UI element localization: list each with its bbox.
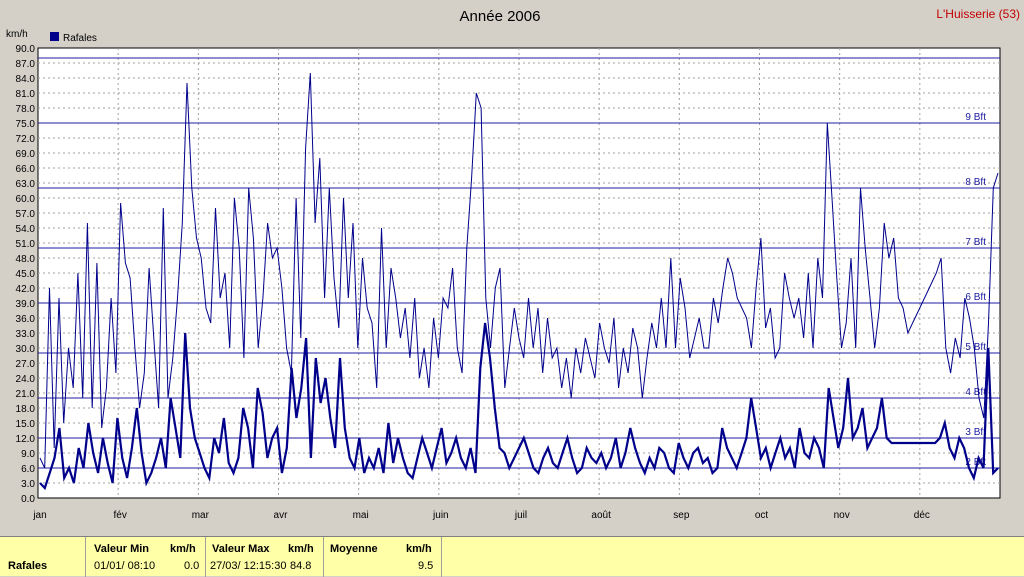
y-tick-label: 57.0 (16, 209, 36, 220)
x-tick-label: oct (755, 510, 769, 521)
max-date: 27/03/ 12:15:30 (210, 560, 287, 572)
y-axis-unit: km/h (6, 29, 28, 40)
x-tick-label: mai (353, 510, 369, 521)
gust-series-mean (39, 322, 999, 491)
y-tick-label: 27.0 (16, 359, 36, 370)
y-tick-label: 42.0 (16, 284, 36, 295)
y-tick-label: 24.0 (16, 374, 36, 385)
min-header: Valeur Min (94, 543, 150, 555)
min-cell: Valeur Min km/h 01/01/ 08:10 0.0 (86, 537, 206, 577)
y-tick-label: 36.0 (16, 314, 36, 325)
y-tick-label: 33.0 (16, 329, 36, 340)
y-tick-label: 75.0 (16, 119, 36, 130)
legend-swatch (50, 32, 59, 41)
min-unit: km/h (170, 543, 196, 555)
y-tick-label: 18.0 (16, 404, 36, 415)
x-tick-label: jan (32, 510, 46, 521)
y-tick-label: 66.0 (16, 164, 36, 175)
y-tick-label: 0.0 (21, 494, 35, 505)
y-tick-label: 9.0 (21, 449, 35, 460)
max-cell: Valeur Max km/h 27/03/ 12:15:30 84.8 (206, 537, 324, 577)
x-tick-label: mar (192, 510, 210, 521)
y-tick-label: 51.0 (16, 239, 36, 250)
gust-chart: Année 2006 L'Huisserie (53) km/h Rafales… (6, 7, 1021, 521)
max-header: Valeur Max (212, 543, 270, 555)
max-value: 84.8 (290, 560, 312, 572)
y-tick-label: 15.0 (16, 419, 36, 430)
y-tick-label: 87.0 (16, 59, 36, 70)
y-tick-label: 63.0 (16, 179, 36, 190)
beaufort-label: 9 Bft (965, 112, 986, 123)
avg-value: 9.5 (418, 560, 434, 572)
y-tick-label: 81.0 (16, 89, 36, 100)
y-tick-label: 78.0 (16, 104, 36, 115)
x-tick-label: déc (914, 510, 930, 521)
x-tick-label: juil (514, 510, 527, 521)
y-tick-label: 48.0 (16, 254, 36, 265)
beaufort-label: 2 Bft (965, 457, 986, 468)
beaufort-label: 7 Bft (965, 237, 986, 248)
x-tick-label: juin (432, 510, 449, 521)
y-tick-label: 84.0 (16, 74, 36, 85)
x-tick-label: août (591, 510, 611, 521)
y-tick-label: 45.0 (16, 269, 36, 280)
y-tick-label: 60.0 (16, 194, 36, 205)
y-tick-label: 69.0 (16, 149, 36, 160)
beaufort-label: 4 Bft (965, 387, 986, 398)
max-unit: km/h (288, 543, 314, 555)
avg-header: Moyenne (330, 543, 378, 555)
beaufort-label: 3 Bft (965, 427, 986, 438)
legend-label: Rafales (63, 33, 97, 44)
x-axis-ticks: jan fév mar avr mai juin juil août sep oct nov déc (32, 510, 930, 521)
stats-footer: Rafales Valeur Min km/h 01/01/ 08:10 0.0… (0, 536, 1024, 577)
x-tick-label: avr (274, 510, 289, 521)
y-tick-label: 72.0 (16, 134, 36, 145)
y-tick-label: 90.0 (16, 44, 36, 55)
y-tick-label: 54.0 (16, 224, 36, 235)
x-tick-label: fév (113, 510, 126, 521)
avg-cell: Moyenne km/h 9.5 (324, 537, 442, 577)
y-tick-label: 6.0 (21, 464, 35, 475)
y-tick-label: 12.0 (16, 434, 36, 445)
y-tick-label: 3.0 (21, 479, 35, 490)
y-tick-label: 30.0 (16, 344, 36, 355)
min-value: 0.0 (184, 560, 200, 572)
x-tick-label: sep (673, 510, 690, 521)
y-tick-label: 21.0 (16, 389, 36, 400)
y-axis-ticks: 0.0 3.0 6.0 9.0 12.0 15.0 18.0 21.0 24.0 27.0 30.0… (16, 44, 36, 505)
stats-row-label: Rafales (8, 560, 48, 572)
stats-row-label-cell: Rafales (0, 537, 86, 577)
gust-series-max (39, 72, 999, 469)
y-tick-label: 39.0 (16, 299, 36, 310)
min-date: 01/01/ 08:10 (94, 560, 156, 572)
station-label: L'Huisserie (53) (936, 7, 1020, 21)
beaufort-label: 8 Bft (965, 177, 986, 188)
chart-title: Année 2006 (460, 8, 541, 25)
beaufort-label: 5 Bft (965, 342, 986, 353)
beaufort-label: 6 Bft (965, 292, 986, 303)
avg-unit: km/h (406, 543, 432, 555)
x-tick-label: nov (834, 510, 850, 521)
